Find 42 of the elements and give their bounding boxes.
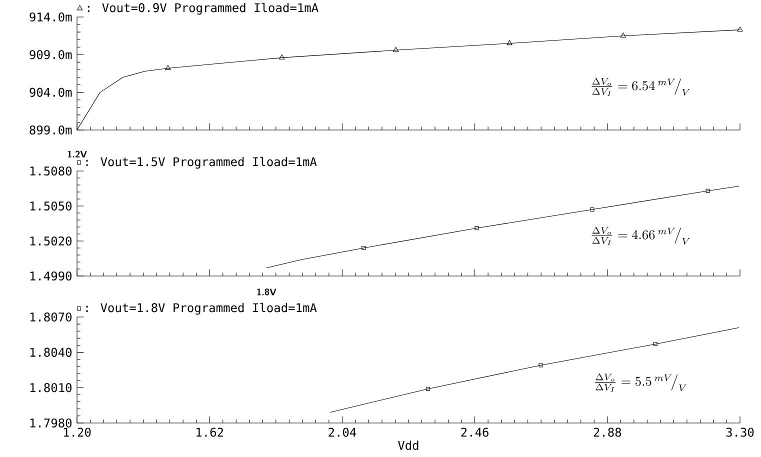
x-axis-title: Vdd	[398, 440, 418, 450]
annotation: 1.2V	[68, 150, 87, 158]
point	[393, 46, 399, 52]
line-series	[266, 186, 740, 268]
y-tick-label: 1.8010	[30, 383, 72, 392]
y-tick-label: 1.4990	[30, 271, 72, 281]
legend-label: : Vout=0.9V Programmed Iload=1mA	[88, 2, 318, 15]
point	[362, 246, 366, 250]
y-tick-label: 1.8040	[30, 348, 72, 357]
y-tick-label: 1.5020	[30, 236, 72, 246]
point	[506, 40, 512, 46]
point	[590, 207, 594, 212]
point	[165, 65, 171, 70]
point	[426, 386, 430, 391]
line-series	[330, 327, 740, 413]
x-tick-label: 1.20	[64, 428, 91, 437]
point	[653, 342, 658, 346]
x-tick-label: 2.46	[461, 428, 488, 437]
x-tick-label: 3.30	[726, 428, 754, 437]
annotation: 1.8V	[257, 288, 276, 296]
y-tick-label: 1.5050	[30, 201, 72, 211]
annotation: $\frac{\Delta V_o}{\Delta V_I}=6.54\,{}^{mV}\!\big/_{V}$	[592, 78, 690, 96]
y-tick-label: 899.0m	[30, 125, 72, 135]
point	[620, 32, 626, 38]
annotation: $\frac{\Delta V_o}{\Delta V_I}=5.5\,{}^{mV}\!\big/_{V}$	[595, 374, 686, 392]
legend-label: : Vout=1.5V Programmed Iload=1mA	[86, 156, 317, 169]
y-tick-label: 1.7980	[30, 418, 72, 428]
y-tick-label: 909.0m	[30, 50, 72, 60]
x-tick-label: 1.62	[196, 428, 224, 437]
y-tick-label: 914.0m	[30, 12, 72, 22]
point	[474, 226, 479, 230]
x-tick-label: 2.04	[328, 428, 356, 437]
legend-label: : Vout=1.8V Programmed Iload=1mA	[86, 302, 317, 315]
point	[706, 188, 710, 193]
annotation: $\frac{\Delta V_o}{\Delta V_I}=4.66\,{}^{mV}\!\big/_{V}$	[592, 226, 690, 245]
point	[737, 26, 743, 32]
point	[538, 363, 543, 368]
x-tick-label: 2.88	[594, 428, 622, 437]
point	[279, 54, 285, 60]
y-tick-label: 1.8070	[30, 312, 72, 322]
y-tick-label: 904.0m	[30, 88, 72, 97]
y-tick-label: 1.5080	[30, 166, 72, 176]
